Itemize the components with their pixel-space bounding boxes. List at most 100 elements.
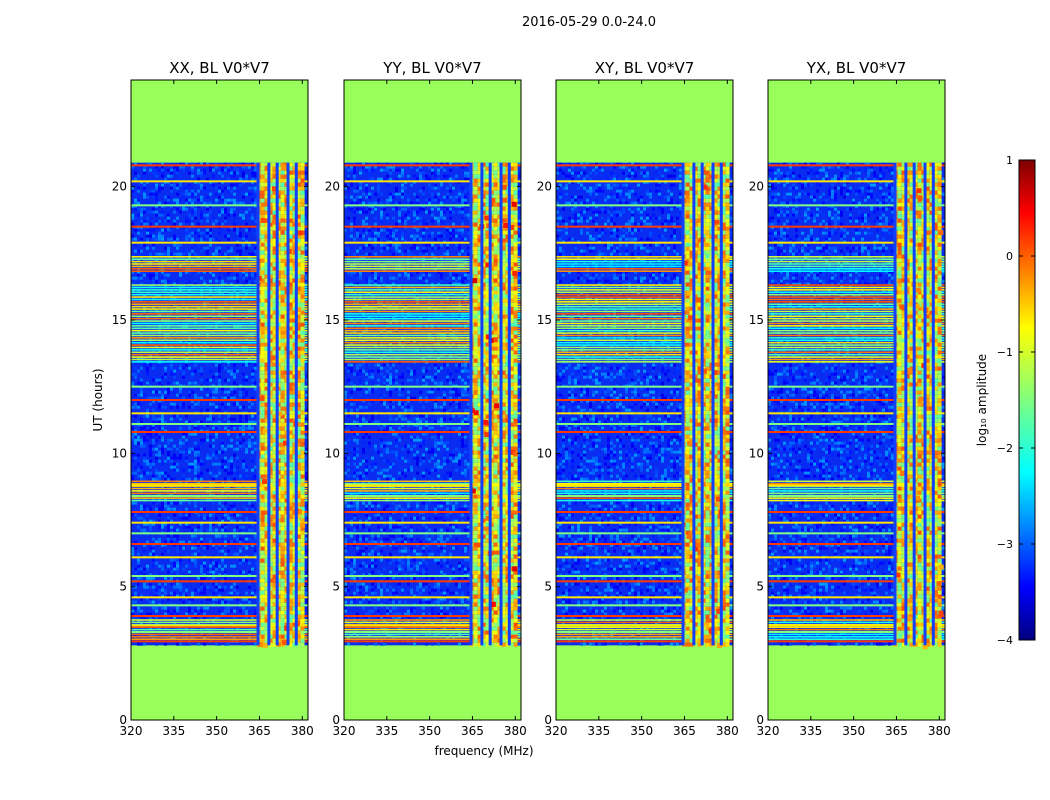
- bright-band-line: [344, 286, 521, 289]
- rfi-hotspot: [708, 628, 714, 634]
- rfi-time-line: [768, 225, 945, 228]
- bright-band-line: [768, 291, 945, 294]
- rfi-hotspot: [271, 186, 277, 192]
- bright-band-line: [556, 310, 733, 313]
- rfi-time-line: [131, 484, 308, 487]
- rfi-time-line: [131, 241, 308, 244]
- rfi-hotspot: [492, 337, 498, 343]
- rfi-hotspot: [297, 230, 303, 236]
- bright-band-line: [344, 633, 521, 636]
- rfi-time-line: [768, 596, 945, 599]
- bright-band-line: [131, 487, 308, 490]
- rfi-hotspot: [938, 610, 944, 616]
- rfi-time-line: [768, 423, 945, 425]
- rfi-time-line: [556, 484, 733, 487]
- panel-frame: [555, 79, 734, 721]
- bright-band-line: [344, 284, 521, 286]
- rfi-time-line: [556, 412, 733, 415]
- x-tick-label: 380: [928, 724, 951, 738]
- bright-band-line: [768, 315, 945, 318]
- bright-band-line: [131, 499, 308, 502]
- rfi-hotspot: [476, 542, 482, 548]
- bright-band-line: [768, 322, 945, 325]
- y-tick-label: 20: [537, 180, 552, 194]
- bright-band-line: [556, 337, 733, 339]
- rfi-time-line: [344, 180, 521, 183]
- rfi-hotspot: [702, 184, 708, 190]
- y-axis-label: UT (hours): [91, 368, 105, 431]
- bright-band-line: [556, 638, 733, 640]
- rfi-channel-line: [931, 162, 935, 646]
- rfi-time-line: [344, 412, 521, 415]
- bright-band-line: [768, 313, 945, 315]
- bright-band-line: [768, 327, 945, 330]
- bright-band-line: [768, 353, 945, 356]
- bright-band-line: [344, 315, 521, 318]
- rfi-time-line: [556, 511, 733, 513]
- rfi-hotspot: [262, 479, 268, 485]
- rfi-hotspot: [936, 432, 942, 438]
- rfi-channel-line: [499, 162, 503, 646]
- bright-band-line: [556, 628, 733, 631]
- bright-band-line: [344, 263, 521, 265]
- x-tick-label: 365: [885, 724, 908, 738]
- rfi-channel-line: [286, 162, 290, 646]
- x-tick-label: 350: [842, 724, 865, 738]
- y-tick-label: 10: [325, 446, 340, 460]
- rfi-time-line: [768, 180, 945, 183]
- rfi-hotspot: [271, 219, 277, 225]
- rfi-hotspot: [682, 260, 688, 266]
- bright-band-line: [131, 621, 308, 624]
- rfi-hotspot: [898, 412, 904, 418]
- bright-band-line: [556, 268, 733, 270]
- rfi-hotspot: [259, 396, 265, 402]
- rfi-hotspot: [687, 315, 693, 321]
- bright-band-line: [344, 296, 521, 298]
- bright-band-line: [768, 258, 945, 260]
- rfi-frequency-band: [893, 162, 944, 650]
- bright-band-line: [556, 315, 733, 318]
- bright-band-line: [556, 334, 733, 337]
- bright-band-line: [344, 332, 521, 334]
- bright-band-line: [344, 638, 521, 640]
- rfi-channel-line: [719, 162, 723, 646]
- bright-band-line: [768, 334, 945, 337]
- bright-band-line: [344, 258, 521, 260]
- bright-band-line: [344, 499, 521, 502]
- bright-band-line: [344, 341, 521, 344]
- rfi-hotspot: [936, 581, 942, 587]
- rfi-time-line: [768, 399, 945, 401]
- bright-band-line: [131, 497, 308, 499]
- x-tick-label: 350: [418, 724, 441, 738]
- bright-band-line: [131, 329, 308, 332]
- rfi-time-line: [344, 204, 521, 207]
- rfi-hotspot: [502, 197, 508, 203]
- rfi-hotspot: [899, 304, 905, 310]
- rfi-time-line: [131, 399, 308, 401]
- rfi-hotspot: [297, 509, 303, 515]
- panel-title: XX, BL V0*V7: [169, 59, 270, 77]
- bright-band-line: [556, 492, 733, 495]
- rfi-time-line: [344, 511, 521, 513]
- bright-band-line: [556, 317, 733, 320]
- rfi-hotspot: [895, 572, 901, 578]
- rfi-hotspot: [914, 303, 920, 309]
- rfi-time-line: [344, 556, 521, 559]
- bright-band-line: [556, 621, 733, 624]
- rfi-time-line: [131, 631, 308, 633]
- rfi-time-line: [344, 543, 521, 545]
- rfi-time-line: [768, 511, 945, 513]
- rfi-time-line: [768, 615, 945, 617]
- rfi-hotspot: [282, 440, 288, 446]
- rfi-time-line: [344, 164, 521, 167]
- rfi-hotspot: [490, 197, 496, 203]
- bright-band-line: [556, 284, 733, 286]
- bright-band-line: [768, 480, 945, 483]
- bright-band-line: [768, 325, 945, 327]
- bright-band-line: [344, 337, 521, 339]
- x-axis-label: frequency (MHz): [434, 744, 533, 758]
- bright-band-line: [556, 349, 733, 351]
- rfi-hotspot: [720, 373, 726, 379]
- rfi-channel-line: [681, 162, 685, 646]
- rfi-hotspot: [470, 488, 476, 494]
